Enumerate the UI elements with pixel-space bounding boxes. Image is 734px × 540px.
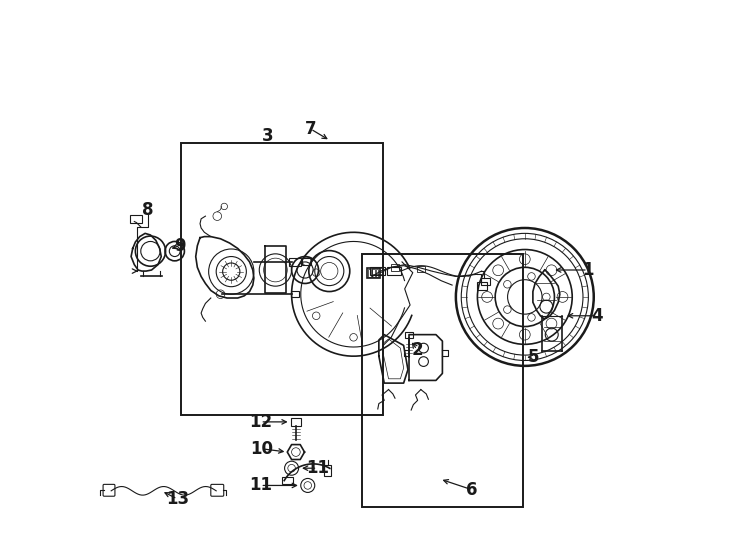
Text: 9: 9 (174, 237, 186, 255)
Bar (291, 418, 301, 426)
Text: 12: 12 (249, 413, 272, 431)
Bar (367, 268, 380, 278)
Text: 1: 1 (582, 261, 594, 279)
Text: 3: 3 (261, 127, 273, 145)
Text: 13: 13 (166, 490, 189, 508)
Bar (390, 264, 399, 271)
Bar (372, 269, 374, 277)
Bar (324, 465, 332, 476)
Bar (282, 477, 293, 484)
Bar (302, 258, 311, 265)
Text: 6: 6 (466, 481, 478, 499)
Bar (368, 269, 371, 277)
Bar (376, 269, 378, 277)
Text: 7: 7 (305, 120, 316, 138)
Text: 2: 2 (411, 341, 423, 359)
Bar (289, 258, 301, 266)
Bar (370, 267, 385, 275)
Text: 8: 8 (142, 201, 153, 219)
Bar (130, 215, 142, 222)
Bar (181, 144, 383, 415)
Bar (291, 291, 299, 298)
Text: 4: 4 (592, 307, 603, 325)
Bar (362, 254, 523, 507)
Bar (388, 267, 401, 275)
Bar (417, 266, 425, 272)
Text: 10: 10 (250, 440, 274, 458)
Bar (372, 268, 383, 274)
Text: 11: 11 (249, 476, 272, 495)
Bar (482, 278, 490, 285)
Text: 11: 11 (306, 459, 329, 477)
Bar (477, 282, 487, 291)
Text: 5: 5 (528, 348, 539, 366)
Bar (404, 332, 413, 339)
